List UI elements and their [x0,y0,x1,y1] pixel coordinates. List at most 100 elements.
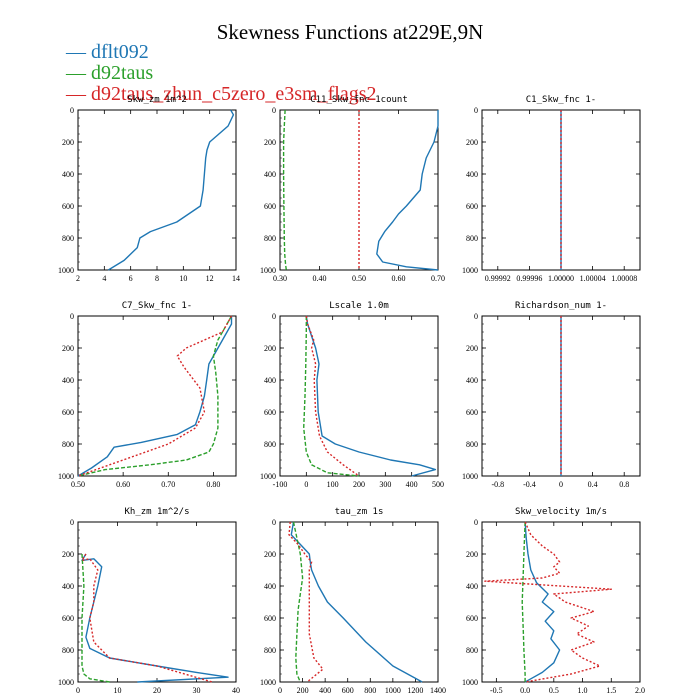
plot-frame [481,521,641,683]
panel-3: C1_Skw_fnc 1- 0 200 400 600 800 1000 0.99992 0.9… [462,95,641,283]
y-tick-label: 400 [62,376,74,385]
y-tick-label: 400 [466,170,478,179]
plot-frame [279,521,439,683]
y-tick-label: 1000 [58,472,74,481]
x-tick-label: 0.99992 [485,274,511,283]
x-tick-label: 400 [406,480,418,489]
y-tick-label: 0 [70,106,74,115]
panel-title: C1_Skw_fnc 1- [526,95,596,105]
panel-9: Skw_velocity 1m/s 0 200 400 600 800 1000 -0.5 0.… [462,507,645,695]
legend-label-d92taus: d92taus [91,62,154,84]
series-line-dflt092 [290,521,423,683]
y-tick-label: 1000 [462,678,478,687]
y-tick-label: 600 [466,408,478,417]
y-tick-label: 800 [62,646,74,655]
y-tick-label: 0 [70,312,74,321]
y-tick-label: 1000 [260,472,276,481]
x-tick-label: 1.0 [578,686,588,695]
y-tick-label: 200 [62,138,74,147]
x-tick-label: 0 [304,480,308,489]
x-tick-label: 10 [179,274,187,283]
y-tick-label: 0 [272,312,276,321]
legend-item-dflt092: — dflt092 [66,42,376,63]
x-tick-label: 20 [153,686,161,695]
y-tick-label: 800 [264,646,276,655]
series-line-d92taus-zhun [77,315,233,477]
x-tick-label: 10 [114,686,122,695]
x-tick-label: -100 [273,480,288,489]
y-tick-label: 800 [62,234,74,243]
y-tick-label: 600 [62,614,74,623]
x-tick-label: -0.8 [491,480,504,489]
plot-frame [77,315,237,477]
x-tick-label: 0.5 [549,686,559,695]
x-tick-label: 0 [559,480,563,489]
series-line-dflt092 [77,316,233,477]
panel-title: Skw_zm 1m^2 [127,95,187,105]
y-tick-label: 400 [264,582,276,591]
y-tick-label: 200 [62,550,74,559]
y-tick-label: 800 [466,646,478,655]
y-tick-label: 0 [272,106,276,115]
y-tick-label: 0 [474,106,478,115]
panel-title: Richardson_num 1- [515,301,607,311]
y-tick-label: 600 [466,202,478,211]
panel-title: tau_zm 1s [335,507,384,517]
x-tick-label: 2.0 [635,686,645,695]
x-tick-label: 0.70 [161,480,175,489]
y-tick-label: 200 [62,344,74,353]
y-tick-label: 400 [466,376,478,385]
x-tick-label: 1.00008 [611,274,637,283]
y-tick-label: 600 [264,408,276,417]
x-tick-label: 0.60 [116,480,130,489]
y-tick-label: 400 [62,170,74,179]
x-tick-label: 1.00004 [580,274,606,283]
x-tick-label: 0.0 [520,686,530,695]
x-tick-label: -0.4 [523,480,536,489]
x-tick-label: 14 [232,274,240,283]
x-tick-label: 0.50 [71,480,85,489]
legend-label-dflt092: dflt092 [91,41,149,63]
y-tick-label: 800 [264,440,276,449]
x-tick-label: 400 [319,686,331,695]
x-tick-label: 1.5 [606,686,616,695]
y-tick-label: 800 [466,234,478,243]
x-tick-label: 12 [206,274,214,283]
x-tick-label: 0.8 [619,480,629,489]
y-tick-label: 800 [62,440,74,449]
x-tick-label: 4 [102,274,106,283]
y-tick-label: 0 [474,312,478,321]
panel-5: Lscale 1.0m 0 200 400 600 800 1000-100 0 100 200 3… [260,301,444,489]
x-tick-label: 300 [379,480,391,489]
y-tick-label: 1000 [462,266,478,275]
y-tick-label: 200 [466,138,478,147]
y-tick-label: 0 [70,518,74,527]
x-tick-label: 100 [327,480,339,489]
x-tick-label: 0.50 [352,274,366,283]
y-tick-label: 200 [264,550,276,559]
panel-title: Kh_zm 1m^2/s [124,507,189,517]
x-tick-label: 200 [353,480,365,489]
x-tick-label: 1400 [430,686,446,695]
legend-swatch-dflt092: — [66,41,91,63]
x-tick-label: 0.70 [431,274,445,283]
y-tick-label: 600 [264,202,276,211]
x-tick-label: 0.4 [588,480,598,489]
y-tick-label: 1000 [260,678,276,687]
panel-title: C7_Skw_fnc 1- [122,301,192,311]
series-line-d92taus [303,316,360,477]
y-tick-label: 600 [264,614,276,623]
legend-item-d92taus: — d92taus [66,63,376,84]
series-line-dflt092 [305,315,437,477]
page-title: Skewness Functions at229E,9N [216,20,484,44]
y-tick-label: 1000 [260,266,276,275]
plot-frame [77,521,237,683]
series-line-d92taus [282,109,287,271]
x-tick-label: 1200 [407,686,423,695]
